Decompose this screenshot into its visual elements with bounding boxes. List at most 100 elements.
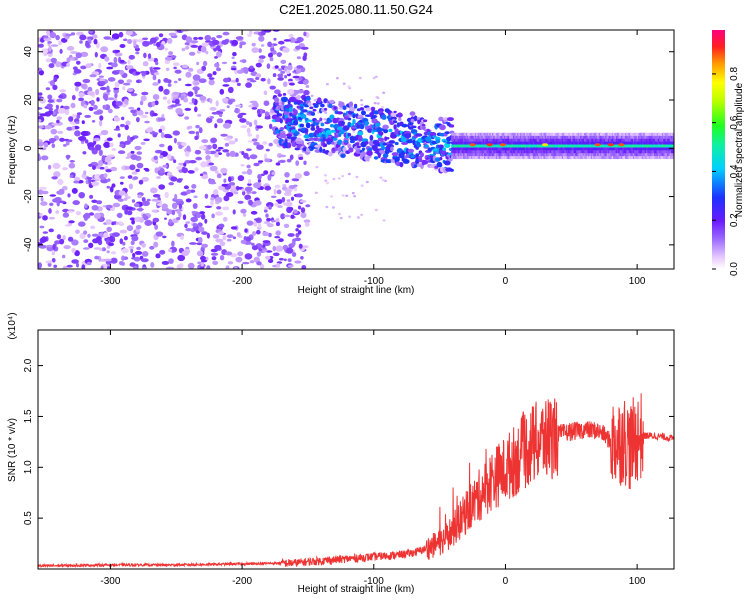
heatmap-noise-cell xyxy=(126,79,133,83)
heatmap-noise-cell xyxy=(295,228,299,232)
heatmap-noise-cell xyxy=(249,65,254,70)
heatmap-band-cell xyxy=(446,136,452,142)
heatmap-noise-cell xyxy=(215,100,219,107)
heatmap-noise-cell xyxy=(53,171,61,178)
heatmap-noise-cell xyxy=(112,100,117,107)
heatmap-noise-cell xyxy=(235,104,242,108)
heatmap-noise-cell xyxy=(192,203,198,209)
heatmap-noise-cell xyxy=(38,189,44,195)
heatmap-noise-cell xyxy=(286,158,292,163)
colorbar-tick-label: 0.2 xyxy=(729,213,740,227)
heatmap-noise-cell xyxy=(283,202,287,206)
heatmap-noise-cell xyxy=(186,145,191,152)
heatmap-noise-cell xyxy=(167,99,171,105)
heatmap-noise-cell xyxy=(119,176,125,180)
heatmap-noise-cell xyxy=(248,104,254,108)
heatmap-noise-cell xyxy=(94,173,102,180)
heatmap-noise-cell xyxy=(91,205,99,211)
heatmap-noise-cell xyxy=(235,256,243,263)
heatmap-noise-cell xyxy=(250,242,255,246)
heatmap-noise-cell xyxy=(222,216,228,222)
heatmap-noise-cell xyxy=(291,240,296,247)
heatmap-noise-cell xyxy=(74,81,82,87)
heatmap-noise-cell xyxy=(159,249,166,255)
heatmap-noise-cell xyxy=(57,107,66,114)
heatmap-noise-cell xyxy=(264,206,269,210)
heatmap-noise-cell xyxy=(255,229,261,235)
heatmap-noise-cell xyxy=(38,244,47,249)
heatmap-noise-cell xyxy=(323,174,327,177)
heatmap-noise-cell xyxy=(141,91,149,96)
heatmap-band-cell xyxy=(393,120,398,124)
heatmap-noise-cell xyxy=(173,66,177,70)
heatmap-band-cell xyxy=(286,133,293,137)
heatmap-noise-cell xyxy=(217,231,225,235)
heatmap-noise-cell xyxy=(300,255,304,260)
heatmap-noise-cell xyxy=(82,213,91,220)
heatmap-noise-cell xyxy=(161,203,168,210)
heatmap-band-cell xyxy=(390,116,397,121)
heatmap-noise-cell xyxy=(168,51,174,56)
heatmap-noise-cell xyxy=(280,70,286,74)
heatmap-noise-cell xyxy=(277,205,283,209)
heatmap-noise-cell xyxy=(43,35,49,39)
heatmap-noise-cell xyxy=(197,113,202,117)
heatmap-band-cell xyxy=(342,147,347,152)
snr-y-tick-label: 1.0 xyxy=(23,460,34,474)
heatmap-noise-cell xyxy=(184,116,190,120)
heatmap-noise-cell xyxy=(157,79,161,84)
heatmap-noise-cell xyxy=(212,234,220,239)
heatmap-noise-cell xyxy=(276,221,280,227)
heatmap-band-cell xyxy=(373,110,379,115)
heatmap-noise-cell xyxy=(78,221,86,227)
spectrogram-x-tick-label: 100 xyxy=(629,276,646,287)
heatmap-noise-cell xyxy=(284,75,288,79)
heatmap-noise-cell xyxy=(46,30,51,36)
heatmap-noise-cell xyxy=(249,100,258,104)
heatmap-noise-cell xyxy=(71,247,76,254)
heatmap-noise-cell xyxy=(174,69,182,74)
heatmap-band-cell xyxy=(327,151,333,157)
heatmap-noise-cell xyxy=(151,101,156,107)
heatmap-band-cell xyxy=(329,123,334,128)
heatmap-noise-cell xyxy=(331,206,335,209)
heatmap-noise-cell xyxy=(285,179,289,183)
heatmap-noise-cell xyxy=(283,223,290,228)
heatmap-noise-cell xyxy=(152,133,158,138)
heatmap-noise-cell xyxy=(194,88,198,95)
heatmap-noise-cell xyxy=(52,162,61,169)
heatmap-band-cell xyxy=(415,133,423,137)
heatmap-band-cell xyxy=(296,94,301,100)
heatmap-noise-cell xyxy=(110,251,117,255)
snr-y-tick-label: 0.5 xyxy=(23,511,34,525)
heatmap-noise-cell xyxy=(335,77,339,80)
heatmap-noise-cell xyxy=(245,82,253,88)
heatmap-noise-cell xyxy=(356,216,360,219)
heatmap-noise-cell xyxy=(75,211,82,216)
spectrogram-y-tick-label: 40 xyxy=(23,46,34,58)
colorbar-title: Normalized spectral amplitude xyxy=(734,82,745,217)
heatmap-band-cell xyxy=(410,154,415,159)
heatmap-noise-cell xyxy=(263,209,268,213)
heatmap-noise-cell xyxy=(247,33,252,37)
heatmap-noise-cell xyxy=(63,143,67,147)
heatmap-noise-cell xyxy=(241,67,249,74)
heatmap-noise-cell xyxy=(55,61,61,68)
heatmap-noise-cell xyxy=(181,250,189,256)
heatmap-noise-cell xyxy=(155,253,161,259)
heatmap-band-cell xyxy=(390,112,397,117)
heatmap-noise-cell xyxy=(176,217,181,221)
heatmap-noise-cell xyxy=(273,252,280,257)
heatmap-band-cell xyxy=(409,111,416,116)
heatmap-noise-cell xyxy=(56,234,62,240)
heatmap-band-cell xyxy=(317,97,322,104)
heatmap-noise-cell xyxy=(48,45,52,52)
heatmap-band-cell xyxy=(396,156,400,162)
heatmap-noise-cell xyxy=(259,186,264,190)
heatmap-noise-cell xyxy=(126,65,132,70)
heatmap-noise-cell xyxy=(129,136,135,141)
heatmap-noise-cell xyxy=(46,103,53,109)
heatmap-noise-cell xyxy=(232,51,237,57)
heatmap-noise-cell xyxy=(227,99,233,105)
heatmap-peak-cell xyxy=(594,143,601,147)
